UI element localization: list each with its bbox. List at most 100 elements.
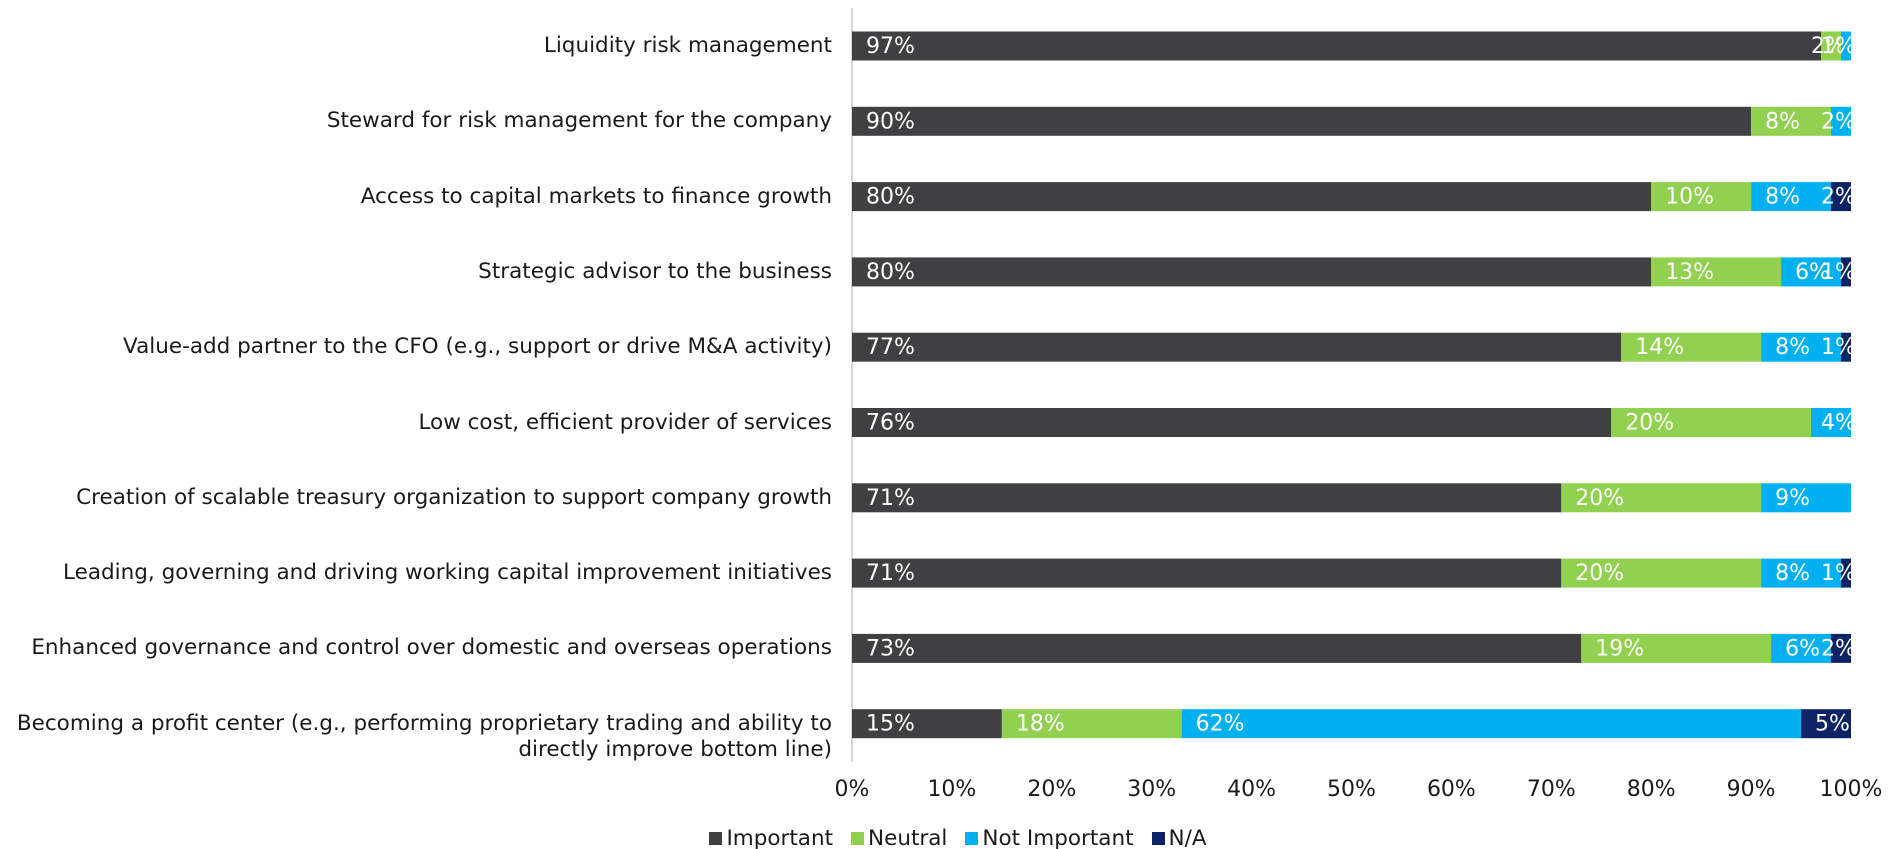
- bar-segment: [1771, 633, 1832, 663]
- data-label: 2%: [1821, 636, 1856, 661]
- bar-segment: [1761, 558, 1842, 588]
- bar-segment: [1821, 31, 1842, 61]
- data-label: 77%: [866, 335, 915, 360]
- bar-segment: [852, 332, 1622, 362]
- bar-segment: [852, 558, 1562, 588]
- x-tick-label: 0%: [835, 777, 870, 802]
- x-tick-label: 30%: [1127, 777, 1176, 802]
- category-label: Creation of scalable treasury organizati…: [76, 484, 832, 510]
- category-label: Leading, governing and driving working c…: [63, 560, 832, 586]
- bar-segment: [1651, 257, 1782, 287]
- bar-segment: [852, 106, 1752, 136]
- bar-segment: [852, 483, 1562, 513]
- legend-item: Important: [709, 826, 833, 849]
- data-label: 9%: [1775, 486, 1810, 511]
- x-tick-label: 10%: [927, 777, 976, 802]
- x-tick-label: 90%: [1727, 777, 1776, 802]
- data-label: 97%: [866, 34, 915, 59]
- category-label: Steward for risk management for the comp…: [326, 108, 832, 134]
- data-label: 5%: [1815, 712, 1850, 737]
- data-label: 8%: [1765, 109, 1800, 134]
- bar-segment: [1801, 709, 1851, 739]
- legend-label: Neutral: [868, 826, 948, 849]
- legend-swatch: [965, 832, 979, 845]
- x-tick-label: 50%: [1327, 777, 1376, 802]
- data-label: 73%: [866, 636, 915, 661]
- category-label: Enhanced governance and control over dom…: [31, 635, 832, 661]
- data-label: 20%: [1575, 561, 1624, 586]
- data-label: 8%: [1765, 185, 1800, 210]
- data-label: 71%: [866, 561, 915, 586]
- data-label: 2%: [1821, 109, 1856, 134]
- data-label: 62%: [1196, 712, 1245, 737]
- bar-segment: [1841, 31, 1851, 61]
- bar-segment: [1751, 106, 1832, 136]
- bar-segment: [1751, 182, 1832, 212]
- bar-segment: [1831, 182, 1851, 212]
- bar-segment: [852, 31, 1822, 61]
- bar-segment: [852, 182, 1652, 212]
- bar-segment: [1841, 332, 1851, 362]
- category-label: Strategic advisor to the business: [478, 258, 832, 284]
- bar-segment: [1001, 709, 1182, 739]
- data-label: 76%: [866, 411, 915, 436]
- bar-segment: [852, 408, 1612, 437]
- data-label: 6%: [1795, 260, 1830, 285]
- bar-segment: [1621, 332, 1762, 362]
- legend-label: Not Important: [982, 826, 1134, 849]
- bar-segment: [1761, 332, 1842, 362]
- data-label: 20%: [1575, 486, 1624, 511]
- x-tick-label: 100%: [1820, 777, 1883, 802]
- x-tick-label: 60%: [1427, 777, 1476, 802]
- bar-segment: [1761, 483, 1851, 513]
- bar-segment: [1831, 106, 1851, 136]
- data-label: 90%: [866, 109, 915, 134]
- legend-label: Important: [726, 826, 834, 849]
- category-label: Value-add partner to the CFO (e.g., supp…: [123, 334, 832, 360]
- data-label: 4%: [1821, 411, 1856, 436]
- data-label: 14%: [1635, 335, 1684, 360]
- legend-item: N/A: [1151, 826, 1207, 849]
- category-label: Becoming a profit center (e.g., performi…: [16, 710, 832, 762]
- data-label: 1%: [1821, 34, 1856, 59]
- data-label: 80%: [866, 185, 915, 210]
- data-label: 13%: [1665, 260, 1714, 285]
- bar-segment: [1831, 633, 1851, 663]
- x-tick-label: 40%: [1227, 777, 1276, 802]
- data-label: 2%: [1821, 185, 1856, 210]
- x-tick-label: 80%: [1627, 777, 1676, 802]
- data-label: 1%: [1821, 335, 1856, 360]
- x-tick-label: 70%: [1527, 777, 1576, 802]
- data-label: 19%: [1595, 636, 1644, 661]
- data-label: 20%: [1625, 411, 1674, 436]
- data-label: 1%: [1821, 260, 1856, 285]
- bar-segment: [1841, 558, 1851, 588]
- data-label: 2%: [1811, 34, 1846, 59]
- bar-segment: [852, 633, 1582, 663]
- bar-segment: [1841, 257, 1851, 287]
- bar-segment: [852, 257, 1652, 287]
- legend-swatch: [709, 832, 723, 845]
- legend-swatch: [851, 832, 865, 845]
- data-label: 1%: [1821, 561, 1856, 586]
- bar-segment: [1561, 558, 1762, 588]
- category-label: Access to capital markets to finance gro…: [360, 183, 832, 209]
- bar-segment: [1561, 483, 1762, 513]
- bar-segment: [1781, 257, 1842, 287]
- legend-label: N/A: [1168, 826, 1207, 849]
- x-tick-label: 20%: [1027, 777, 1076, 802]
- data-label: 71%: [866, 486, 915, 511]
- data-label: 80%: [866, 260, 915, 285]
- legend-item: Not Important: [965, 826, 1134, 849]
- data-label: 8%: [1775, 561, 1810, 586]
- legend: Important Neutral Not Important N/A: [608, 826, 1308, 849]
- category-label: Low cost, efficient provider of services: [418, 409, 832, 435]
- bar-segment: [852, 709, 1002, 739]
- data-label: 6%: [1785, 636, 1820, 661]
- data-label: 10%: [1665, 185, 1714, 210]
- bar-segment: [1651, 182, 1752, 212]
- data-label: 8%: [1775, 335, 1810, 360]
- legend-swatch: [1151, 832, 1165, 845]
